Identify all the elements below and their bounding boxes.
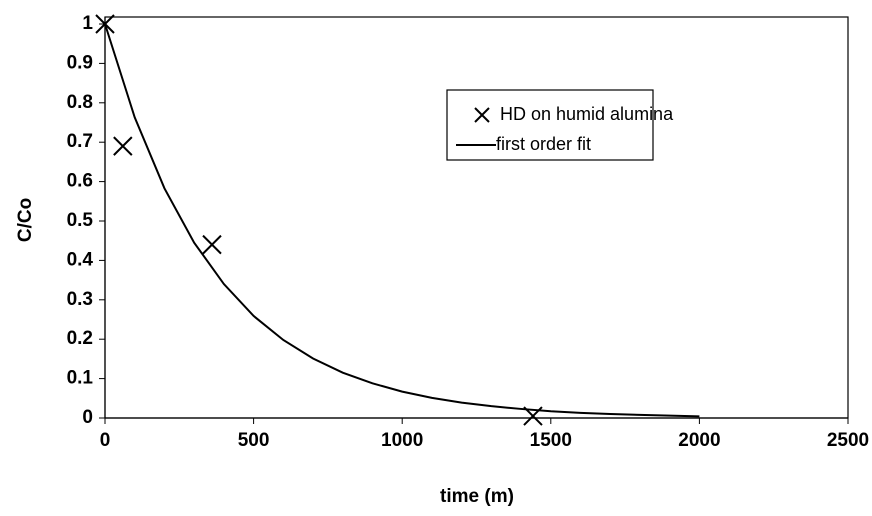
y-tick-label: 0.4 xyxy=(67,249,94,270)
x-axis-label: time (m) xyxy=(440,486,514,507)
y-tick-label: 0.6 xyxy=(67,171,93,192)
marker xyxy=(113,136,133,156)
legend-label: HD on humid alumina xyxy=(500,104,674,124)
x-tick-label: 1000 xyxy=(381,430,423,451)
y-tick-label: 0.7 xyxy=(67,131,93,152)
x-tick-label: 0 xyxy=(100,430,111,451)
y-tick-label: 1 xyxy=(82,13,93,34)
y-tick-label: 0.5 xyxy=(67,210,94,231)
y-tick-label: 0.2 xyxy=(67,328,93,349)
legend-box xyxy=(446,89,654,161)
x-tick-label: 2000 xyxy=(678,430,720,451)
legend-marker xyxy=(474,107,490,123)
y-axis-label: C/Co xyxy=(15,198,36,242)
y-tick-label: 0.3 xyxy=(67,289,93,310)
y-tick-label: 0 xyxy=(82,407,93,428)
x-tick-label: 500 xyxy=(238,430,270,451)
y-tick-label: 0.8 xyxy=(67,92,93,113)
fit-line xyxy=(104,23,700,418)
y-tick-label: 0.1 xyxy=(67,368,94,389)
plot-frame xyxy=(104,16,849,419)
legend-label: first order fit xyxy=(496,134,591,154)
y-tick-label: 0.9 xyxy=(67,52,93,73)
x-tick-label: 2500 xyxy=(827,430,869,451)
marker xyxy=(202,234,222,255)
x-tick-label: 1500 xyxy=(530,430,572,451)
